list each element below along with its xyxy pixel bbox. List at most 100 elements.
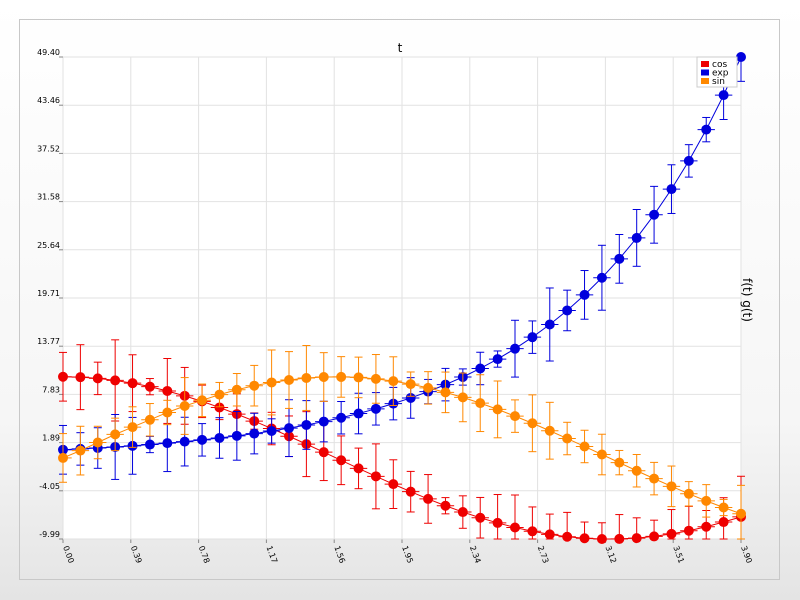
data-point [318,447,329,458]
series-line [62,376,742,540]
data-point [144,439,155,450]
data-point [179,436,190,447]
data-point [562,433,573,444]
data-point [214,389,225,400]
y-tick-label: -9.99 [39,530,60,539]
x-tick-label: 3.12 [604,545,619,565]
data-point [596,272,607,283]
data-point [249,428,260,439]
data-point [58,371,68,382]
data-point [631,232,642,243]
legend-label-exp: exp [712,69,729,79]
data-point [423,382,434,393]
data-point [614,533,625,544]
data-point [701,521,712,532]
data-point [318,416,329,427]
chart-title: t [398,41,403,55]
data-point [527,526,538,537]
data-point [162,385,173,396]
data-point [544,319,555,330]
data-point [666,528,677,539]
data-point [284,423,294,434]
data-point [127,422,138,433]
data-point [596,534,607,544]
data-point [127,378,138,389]
data-point [162,407,173,418]
data-point [370,471,381,482]
x-tick-label: 1.95 [400,545,415,565]
data-point [336,412,347,423]
y-axis-label: f(t) g(t) [740,278,754,322]
data-point [736,52,746,62]
data-point [510,343,520,354]
data-point [75,445,86,456]
data-point [614,253,625,264]
data-point [683,155,694,166]
legend-label-cos: cos [712,60,727,70]
data-point [284,375,294,386]
data-point [510,522,520,533]
series-layer [58,52,746,544]
data-point [579,533,590,544]
data-point [353,408,364,419]
data-point [579,441,590,452]
data-point [475,363,486,374]
data-point [649,473,660,484]
series-sin [58,345,746,540]
data-point [718,517,729,528]
data-point [336,371,347,382]
data-point [527,418,538,429]
data-point [440,500,451,511]
data-point [440,387,451,398]
data-point [527,332,538,343]
x-tick-label: 0.78 [197,545,212,565]
x-tick-label: 2.34 [468,545,483,565]
data-point [179,400,190,411]
data-point [614,457,625,468]
data-point [197,395,208,406]
data-point [683,488,694,499]
data-point [562,531,573,542]
data-point [475,398,486,409]
data-point [110,375,121,386]
y-tick-label: 1.89 [42,434,60,443]
series-line [62,56,742,451]
data-point [144,414,155,425]
data-point [666,184,677,195]
data-point [544,529,555,540]
data-point [353,372,364,383]
data-point [596,449,607,460]
data-point [214,402,225,413]
data-point [683,525,694,536]
x-tick-label: 1.17 [265,545,280,565]
data-point [544,425,555,436]
data-point [214,432,225,443]
data-point [75,372,86,383]
legend-label-sin: sin [712,77,725,87]
y-tick-label: -4.05 [39,482,60,491]
data-point [405,486,416,497]
legend-swatch-cos [701,61,709,67]
data-point [718,502,729,513]
data-point [92,373,103,384]
data-point [492,517,503,528]
chart-frame [19,19,780,580]
data-point [249,380,260,391]
series-line [62,376,742,515]
legend-swatch-exp [701,69,709,76]
y-tick-label: 25.64 [37,241,60,250]
data-point [370,403,381,414]
x-tick-label: 0.39 [129,545,144,565]
data-point [718,90,729,101]
data-point [579,289,590,300]
data-point [144,381,155,392]
data-point [231,430,242,441]
data-point [736,508,746,519]
data-point [301,419,312,430]
x-tick-label: 2.73 [536,545,551,565]
data-point [457,507,468,518]
data-point [457,392,468,403]
data-point [162,438,173,449]
